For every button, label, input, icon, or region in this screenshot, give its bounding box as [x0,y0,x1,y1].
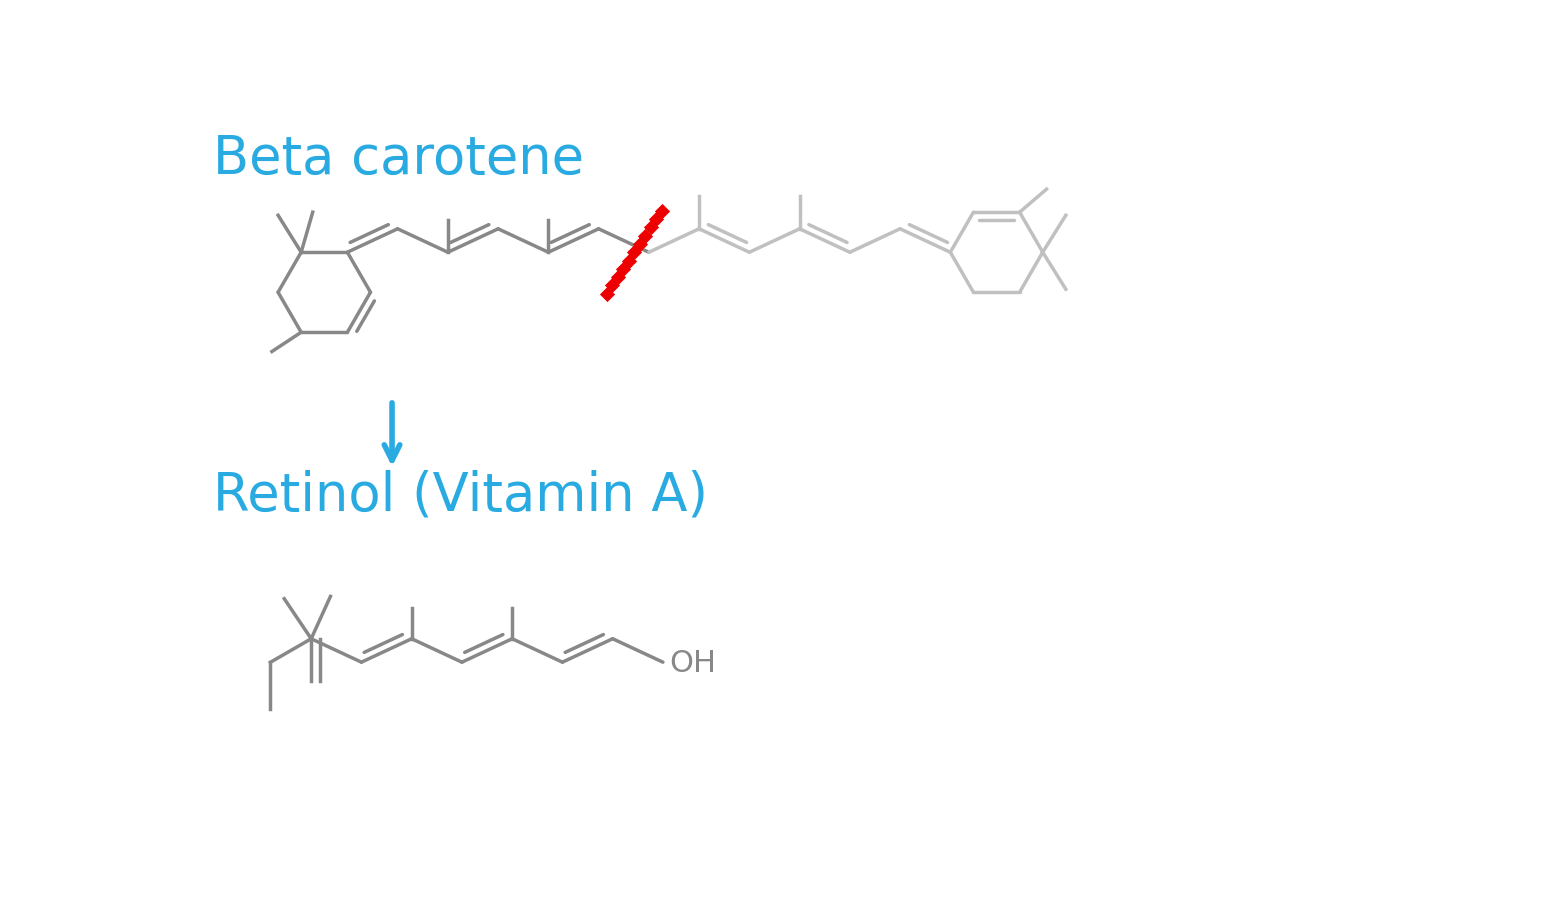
Text: Beta carotene: Beta carotene [213,133,584,185]
Point [639,220,664,235]
Point [617,253,642,268]
Text: Retinol (Vitamin A): Retinol (Vitamin A) [213,470,709,521]
Point [599,278,624,293]
Point [632,228,657,243]
Point [621,245,646,260]
Text: OH: OH [670,649,717,678]
Point [595,286,620,301]
Point [610,262,635,276]
Point [628,237,653,251]
Point [606,270,631,285]
Point [643,212,668,227]
Point [649,204,675,218]
